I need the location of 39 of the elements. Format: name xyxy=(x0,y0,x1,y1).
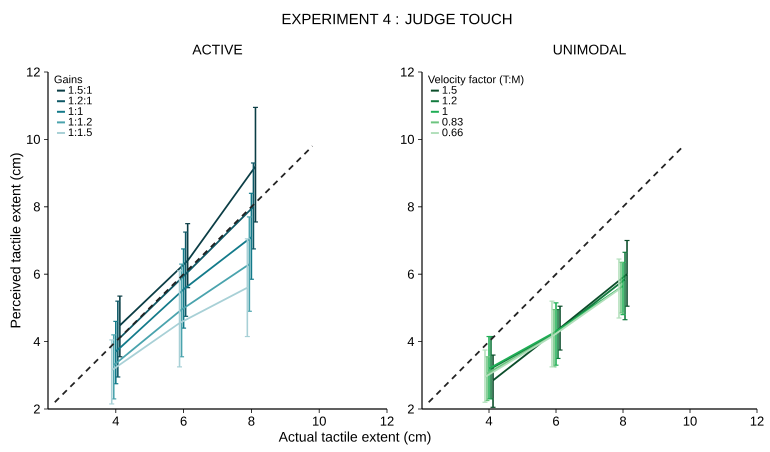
y-tick-label: 2 xyxy=(34,404,40,414)
x-tick-label: 4 xyxy=(486,416,492,426)
y-tick-label: 8 xyxy=(408,202,414,212)
legend-label: 0.83 xyxy=(442,118,463,126)
chart-subtitle: ACTIVE xyxy=(192,44,242,55)
y-tick-label: 10 xyxy=(401,134,414,144)
y-tick-label: 4 xyxy=(408,337,414,346)
legend-label: 1 xyxy=(442,107,448,115)
legend-label: 1.5:1 xyxy=(68,86,92,94)
y-tick-label: 12 xyxy=(27,67,40,77)
x-tick-label: 8 xyxy=(620,416,626,426)
x-tick-label: 10 xyxy=(684,416,697,426)
chart-subtitle: UNIMODAL xyxy=(554,44,626,55)
legend-title: Gains xyxy=(54,75,82,84)
legend-label: 1:1.5 xyxy=(68,128,92,136)
y-tick-label: 4 xyxy=(34,337,40,346)
legend-label: 0.66 xyxy=(442,128,463,136)
y-tick-label: 6 xyxy=(34,270,40,279)
legend-label: 1:1.2 xyxy=(68,118,92,126)
legend-label: 1.2 xyxy=(442,96,457,104)
y-tick-label: 12 xyxy=(401,67,414,77)
legend-label: 1.2:1 xyxy=(68,96,92,104)
legend-label: 1:1 xyxy=(68,107,83,115)
y-axis-title: Perceived tactile extent (cm) xyxy=(10,153,24,328)
chart-title: EXPERIMENT 4 : JUDGE TOUCH xyxy=(282,14,512,24)
x-tick-label: 6 xyxy=(180,416,187,426)
x-tick-label: 6 xyxy=(553,416,560,426)
x-tick-label: 10 xyxy=(312,416,326,426)
y-tick-label: 6 xyxy=(408,270,414,279)
x-tick-label: 8 xyxy=(248,416,254,426)
x-axis-title: Actual tactile extent (cm) xyxy=(278,432,430,444)
y-tick-label: 8 xyxy=(34,202,40,212)
y-tick-label: 2 xyxy=(408,404,414,414)
legend-title: Velocity factor (T:M) xyxy=(428,75,524,86)
legend-label: 1.5 xyxy=(442,86,457,94)
x-tick-label: 12 xyxy=(380,416,394,426)
y-tick-label: 10 xyxy=(27,134,40,144)
x-tick-label: 12 xyxy=(750,416,764,426)
x-tick-label: 4 xyxy=(112,416,120,426)
